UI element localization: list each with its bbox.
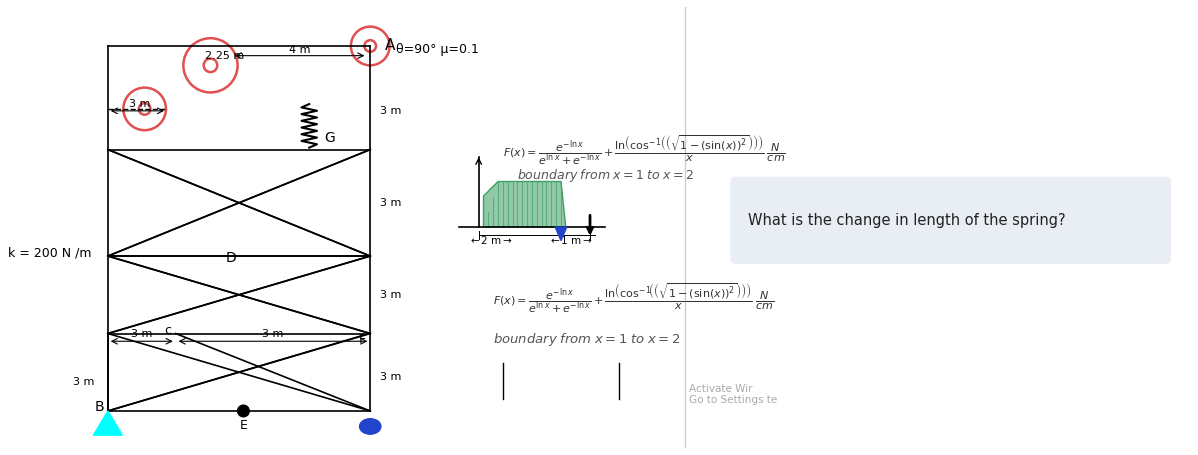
Text: θ=90° μ=0.1: θ=90° μ=0.1: [397, 43, 479, 56]
Text: k = 200 N /m: k = 200 N /m: [8, 246, 91, 259]
Text: $\leftarrow$2 m$\rightarrow$: $\leftarrow$2 m$\rightarrow$: [467, 234, 513, 247]
Circle shape: [237, 405, 249, 417]
Polygon shape: [93, 411, 122, 435]
Text: B: B: [95, 400, 104, 414]
Text: $F(x) = \dfrac{e^{-\ln x}}{e^{\ln x}+e^{-\ln x}} + \dfrac{\ln\!\left(\cos^{-1}\!: $F(x) = \dfrac{e^{-\ln x}}{e^{\ln x}+e^{…: [494, 281, 774, 315]
Text: What is the change in length of the spring?: What is the change in length of the spri…: [748, 213, 1065, 228]
Text: 4 m: 4 m: [289, 45, 310, 55]
Text: 3 m: 3 m: [380, 290, 401, 300]
Text: 3 m: 3 m: [131, 329, 152, 339]
Ellipse shape: [359, 419, 381, 434]
Text: A: A: [385, 39, 395, 54]
Text: 3 m: 3 m: [380, 198, 401, 208]
Text: $\mathit{boundary\;from\;x=1\;to\;x=2}$: $\mathit{boundary\;from\;x=1\;to\;x=2}$: [518, 167, 695, 184]
Text: 2.25 m: 2.25 m: [205, 51, 244, 61]
Text: F: F: [358, 333, 365, 346]
Text: 3 m: 3 m: [380, 372, 401, 382]
Text: D: D: [226, 251, 237, 265]
Text: $\leftarrow$1 m$\rightarrow$: $\leftarrow$1 m$\rightarrow$: [549, 234, 593, 247]
Text: $F(x) = \dfrac{e^{-\ln x}}{e^{\ln x}+e^{-\ln x}} + \dfrac{\ln\!\left(\cos^{-1}\!: $F(x) = \dfrac{e^{-\ln x}}{e^{\ln x}+e^{…: [503, 132, 786, 167]
Polygon shape: [484, 182, 565, 227]
Text: Activate Wir
Go to Settings te: Activate Wir Go to Settings te: [689, 384, 778, 405]
Text: c: c: [164, 324, 171, 337]
Text: 3 m: 3 m: [129, 99, 151, 109]
Text: G: G: [323, 131, 334, 145]
Text: E: E: [240, 419, 247, 432]
Text: 3 m: 3 m: [380, 106, 401, 116]
Text: 3 m: 3 m: [73, 377, 95, 387]
Text: $\mathit{boundary\;from\;x=1\;to\;x=2}$: $\mathit{boundary\;from\;x=1\;to\;x=2}$: [494, 331, 680, 348]
FancyBboxPatch shape: [731, 177, 1170, 264]
Text: 3 m: 3 m: [261, 329, 283, 339]
Polygon shape: [555, 227, 567, 241]
